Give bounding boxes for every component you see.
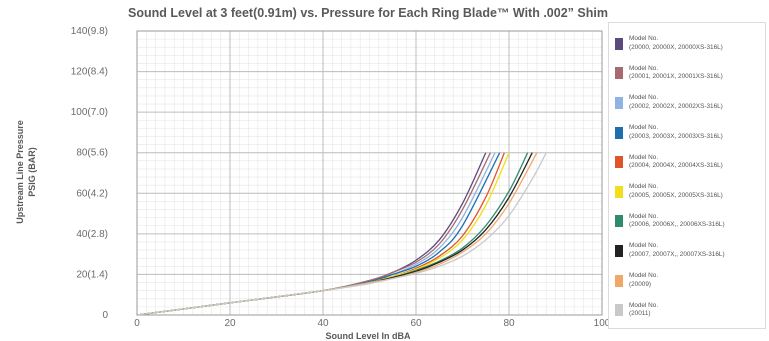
x-tick-label: 80 — [503, 318, 515, 329]
series-layer — [136, 152, 547, 316]
y-tick-label: 100(7.0) — [71, 107, 108, 118]
legend-label-line1: Model No. — [629, 183, 659, 191]
legend-label-line1: Model No. — [629, 271, 659, 279]
minor-grid — [136, 30, 603, 316]
legend-item: Model No. (20002, 20002X, 20002XS-316L) — [615, 88, 765, 118]
y-tick-label: 0 — [102, 310, 108, 321]
legend-label-line2: (20006, 20006X,, 20006XS-316L) — [629, 221, 725, 229]
legend-item: Model No. (20003, 20003X, 20003XS-316L) — [615, 118, 765, 148]
legend-label-line2: (20005, 20005X, 20005XS-316L) — [629, 191, 723, 199]
legend-item: Model No. (20004, 20004X, 20004XS-316L) — [615, 147, 765, 177]
y-axis-title-line2: PSIG (BAR) — [27, 147, 37, 197]
legend-swatch — [615, 274, 623, 287]
legend-label: Model No. (20007, 20007X,, 20007XS-316L) — [629, 242, 725, 259]
x-tick-labels: 0 20 40 60 80 100 — [134, 318, 611, 329]
x-tick-label: 20 — [224, 318, 236, 329]
legend-item: Model No. (20009) — [615, 266, 765, 296]
y-tick-label: 80(5.6) — [76, 148, 108, 159]
legend-item: Model No. (20005, 20005X, 20005XS-316L) — [615, 177, 765, 207]
y-axis-title-line1: Upstream Line Pressure — [15, 120, 25, 224]
legend-swatch — [615, 244, 623, 257]
legend-item: Model No. (20000, 20000X, 20000XS-316L) — [615, 29, 765, 59]
legend-item: Model No. (20006, 20006X,, 20006XS-316L) — [615, 207, 765, 237]
legend-label-line1: Model No. — [629, 212, 659, 220]
legend-label-line1: Model No. — [629, 94, 659, 102]
x-tick-label: 40 — [317, 318, 329, 329]
legend-label-line1: Model No. — [629, 301, 659, 309]
legend-label: Model No. (20004, 20004X, 20004XS-316L) — [629, 154, 723, 171]
y-tick-label: 60(4.2) — [76, 188, 108, 199]
legend-label: Model No. (20001, 20001X, 20001XS-316L) — [629, 65, 723, 82]
legend-label-line2: (20007, 20007X,, 20007XS-316L) — [629, 250, 725, 258]
legend-label-line1: Model No. — [629, 64, 659, 72]
legend-item: Model No. (20007, 20007X,, 20007XS-316L) — [615, 236, 765, 266]
legend-label: Model No. (20006, 20006X,, 20006XS-316L) — [629, 213, 725, 230]
legend-swatch — [615, 304, 623, 317]
legend-swatch — [615, 37, 623, 50]
legend-label-line1: Model No. — [629, 242, 659, 250]
legend-swatch — [615, 185, 623, 198]
legend-item: Model No. (20011) — [615, 295, 765, 325]
legend-item: Model No. (20001, 20001X, 20001XS-316L) — [615, 59, 765, 89]
legend-label: Model No. (20009) — [629, 272, 658, 289]
legend-label-line1: Model No. — [629, 35, 659, 43]
legend-label-line1: Model No. — [629, 153, 659, 161]
y-tick-label: 40(2.8) — [76, 229, 108, 240]
legend-label: Model No. (20002, 20002X, 20002XS-316L) — [629, 94, 723, 111]
legend: Model No. (20000, 20000X, 20000XS-316L) Mo… — [608, 22, 766, 329]
chart-title: Sound Level at 3 feet(0.91m) vs. Pressur… — [128, 6, 608, 20]
legend-swatch — [615, 67, 623, 80]
legend-label-line2: (20000, 20000X, 20000XS-316L) — [629, 43, 723, 51]
x-axis-title: Sound Level In dBA — [325, 331, 411, 341]
y-tick-label: 20(1.4) — [76, 269, 108, 280]
plot-frame — [136, 30, 603, 316]
series-line-10 — [136, 152, 547, 316]
y-tick-label: 120(8.4) — [71, 67, 108, 78]
legend-label-line2: (20002, 20002X, 20002XS-316L) — [629, 102, 723, 110]
legend-label-line2: (20003, 20003X, 20003XS-316L) — [629, 132, 723, 140]
legend-label: Model No. (20005, 20005X, 20005XS-316L) — [629, 183, 723, 200]
legend-swatch — [615, 96, 623, 109]
y-tick-label: 140(9.8) — [71, 26, 108, 37]
legend-swatch — [615, 126, 623, 139]
legend-label-line2: (20001, 20001X, 20001XS-316L) — [629, 73, 723, 81]
legend-swatch — [615, 156, 623, 169]
y-tick-labels: 0 20(1.4) 40(2.8) 60(4.2) 80(5.6) 100(7.0) 120… — [71, 26, 109, 321]
legend-label-line2: (20011) — [629, 310, 651, 318]
legend-label: Model No. (20011) — [629, 302, 658, 319]
x-tick-label: 0 — [134, 318, 140, 329]
legend-label: Model No. (20003, 20003X, 20003XS-316L) — [629, 124, 723, 141]
x-tick-label: 60 — [410, 318, 422, 329]
x-tick-label: 100 — [594, 318, 611, 329]
legend-label-line2: (20009) — [629, 280, 652, 288]
legend-label-line2: (20004, 20004X, 20004XS-316L) — [629, 162, 723, 170]
legend-swatch — [615, 215, 623, 228]
legend-label: Model No. (20000, 20000X, 20000XS-316L) — [629, 35, 723, 52]
legend-label-line1: Model No. — [629, 123, 659, 131]
